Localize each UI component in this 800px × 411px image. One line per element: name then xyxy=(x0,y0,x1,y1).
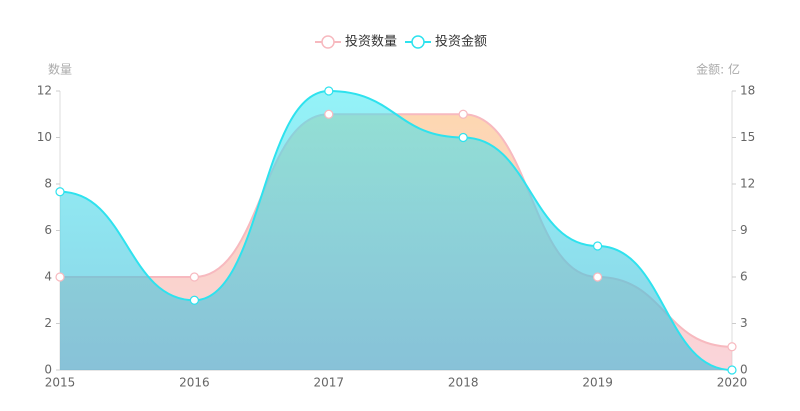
y-tick-label: 8 xyxy=(44,177,52,191)
y-axis-title: 数量 xyxy=(48,62,72,77)
y2-tick-label: 6 xyxy=(740,270,748,284)
legend-marker xyxy=(321,35,335,49)
y2-tick-label: 18 xyxy=(740,84,755,98)
y2-tick-label: 3 xyxy=(740,316,748,330)
line xyxy=(59,89,733,371)
point xyxy=(727,365,737,375)
point xyxy=(55,187,65,197)
point xyxy=(458,132,468,143)
y2-tick-label: 0 xyxy=(740,363,748,377)
point xyxy=(592,241,603,251)
y-tick-label: 6 xyxy=(44,223,52,237)
point xyxy=(458,109,468,119)
y2-axis-title: 金额: 亿 xyxy=(696,62,740,77)
x-tick-label: 2015 xyxy=(45,376,76,390)
point xyxy=(727,342,737,352)
area xyxy=(60,91,732,370)
x-tick-label: 2020 xyxy=(717,376,748,390)
y-tick-label: 2 xyxy=(44,316,52,330)
y-tick-label: 0 xyxy=(44,363,52,377)
point xyxy=(55,272,65,282)
legend-marker xyxy=(411,35,425,49)
y-tick-label: 12 xyxy=(37,84,52,98)
point xyxy=(324,86,334,96)
x-tick-label: 2018 xyxy=(448,376,479,390)
legend-label: 投资金额 xyxy=(435,34,487,50)
point xyxy=(592,272,603,282)
x-tick-label: 2017 xyxy=(314,376,345,390)
y-tick-label: 4 xyxy=(44,270,52,284)
x-tick-label: 2019 xyxy=(582,376,613,390)
y2-tick-label: 9 xyxy=(740,223,748,237)
legend-label: 投资数量 xyxy=(345,34,397,50)
y2-tick-label: 12 xyxy=(740,177,755,191)
x-tick-label: 2016 xyxy=(179,376,210,390)
point xyxy=(189,272,199,282)
point xyxy=(324,109,334,119)
y2-tick-label: 15 xyxy=(740,130,755,144)
y-tick-label: 10 xyxy=(37,130,52,144)
point xyxy=(189,295,199,305)
